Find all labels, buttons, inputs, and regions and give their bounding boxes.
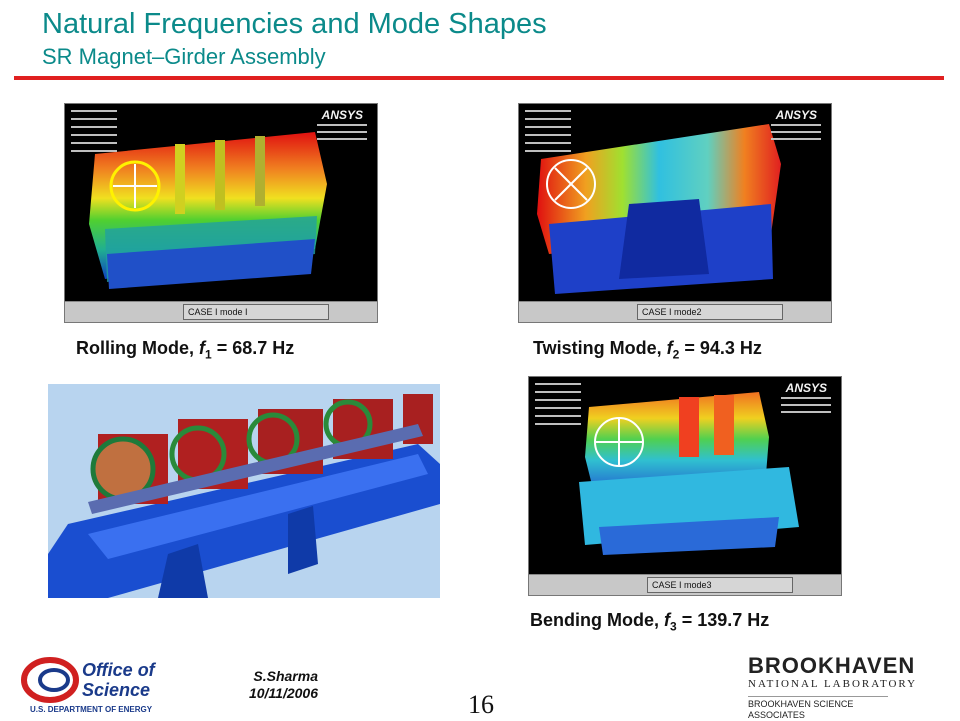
doe-swirl-icon: Office of Science U.S. DEPARTMENT OF ENE…	[21, 657, 157, 714]
bnl-subtitle: NATIONAL LABORATORY	[748, 678, 918, 690]
caption-bar: CASE I mode I	[65, 301, 377, 322]
twisting-mode-label: Twisting Mode, f2 = 94.3 Hz	[533, 338, 762, 362]
ansys-info	[317, 124, 367, 145]
girder-assembly-render	[48, 394, 440, 598]
rolling-mode-label: Rolling Mode, f1 = 68.7 Hz	[76, 338, 295, 362]
mode-caption: CASE I mode3	[647, 577, 793, 593]
cad-model-image	[48, 384, 440, 598]
result-legend	[525, 110, 571, 158]
fea-plot-mode-2: ANSYS CASE I mode2	[518, 103, 832, 323]
ansys-info	[771, 124, 821, 145]
doe-office-of-science-logo: Office of Science U.S. DEPARTMENT OF ENE…	[20, 650, 180, 714]
result-legend	[535, 383, 581, 431]
slide-title: Natural Frequencies and Mode Shapes	[42, 8, 547, 40]
presentation-date: 10/11/2006	[248, 685, 318, 701]
brookhaven-logo: BROOKHAVEN NATIONAL LABORATORY BROOKHAVE…	[748, 654, 918, 721]
bnl-name: BROOKHAVEN	[748, 653, 916, 678]
mode-caption: CASE I mode I	[183, 304, 329, 320]
svg-text:Office of: Office of	[82, 660, 157, 680]
result-legend	[71, 110, 117, 158]
svg-text:Science: Science	[82, 680, 150, 700]
ansys-logo: ANSYS	[785, 381, 827, 395]
author-block: S.Sharma 10/11/2006	[238, 668, 318, 702]
mode-3-contour-image	[579, 392, 799, 555]
caption-bar: CASE I mode2	[519, 301, 831, 322]
caption-bar: CASE I mode3	[529, 574, 841, 595]
mode-1-contour-image	[89, 132, 327, 289]
ansys-logo: ANSYS	[775, 108, 817, 122]
page-number: 16	[468, 690, 494, 719]
svg-text:U.S. DEPARTMENT OF ENERGY: U.S. DEPARTMENT OF ENERGY	[30, 705, 153, 714]
author-name: S.Sharma	[253, 668, 318, 684]
mode-2-contour-image	[537, 124, 781, 294]
bending-mode-label: Bending Mode, f3 = 139.7 Hz	[530, 610, 770, 634]
slide-subtitle: SR Magnet–Girder Assembly	[42, 44, 326, 69]
fea-plot-mode-3: ANSYS CASE I mode3	[528, 376, 842, 596]
mode-caption: CASE I mode2	[637, 304, 783, 320]
ansys-info	[781, 397, 831, 418]
title-divider	[14, 76, 944, 80]
fea-plot-mode-1: ANSYS CASE I mode I	[64, 103, 378, 323]
bsa-text: BROOKHAVEN SCIENCE ASSOCIATES	[748, 696, 888, 721]
ansys-logo: ANSYS	[321, 108, 363, 122]
